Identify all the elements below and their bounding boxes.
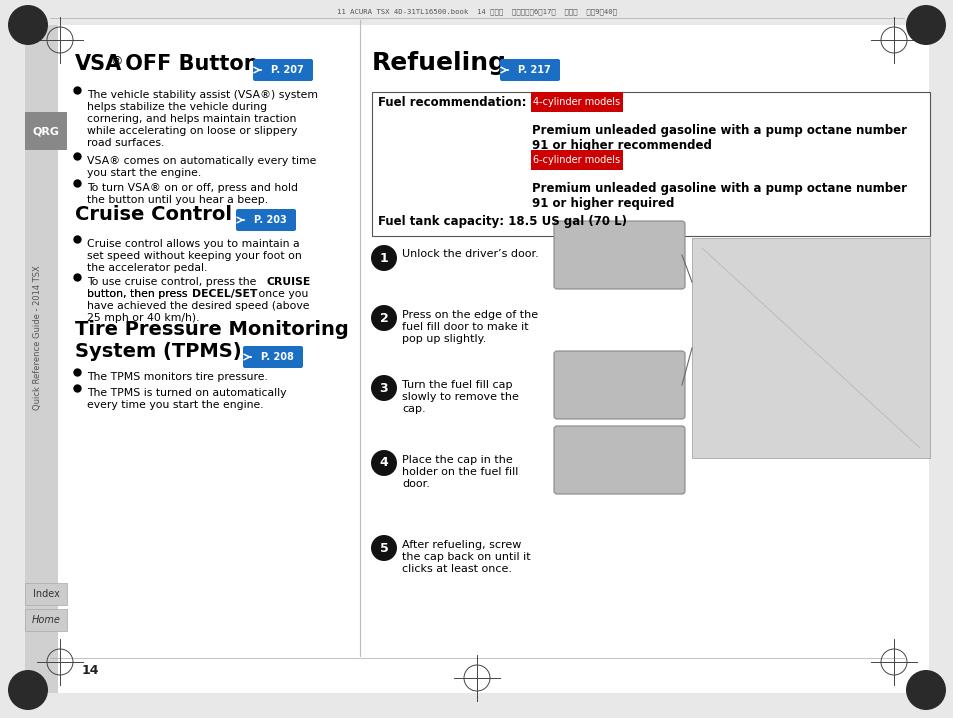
FancyBboxPatch shape — [554, 221, 684, 289]
FancyBboxPatch shape — [243, 346, 303, 368]
Text: holder on the fuel fill: holder on the fuel fill — [401, 467, 517, 477]
FancyBboxPatch shape — [25, 609, 67, 631]
Text: every time you start the engine.: every time you start the engine. — [87, 400, 263, 410]
FancyBboxPatch shape — [235, 209, 295, 231]
Text: set speed without keeping your foot on: set speed without keeping your foot on — [87, 251, 301, 261]
Text: once you: once you — [254, 289, 308, 299]
Text: 6-cylinder models: 6-cylinder models — [533, 155, 619, 165]
Text: 2: 2 — [379, 312, 388, 325]
Text: Tire Pressure Monitoring: Tire Pressure Monitoring — [75, 320, 349, 339]
Text: slowly to remove the: slowly to remove the — [401, 392, 518, 402]
Text: the accelerator pedal.: the accelerator pedal. — [87, 263, 207, 273]
Circle shape — [371, 245, 396, 271]
Circle shape — [371, 535, 396, 561]
FancyBboxPatch shape — [25, 25, 58, 693]
Text: The TPMS monitors tire pressure.: The TPMS monitors tire pressure. — [87, 372, 268, 382]
Text: Place the cap in the: Place the cap in the — [401, 455, 512, 465]
Text: The TPMS is turned on automatically: The TPMS is turned on automatically — [87, 388, 286, 398]
Text: After refueling, screw: After refueling, screw — [401, 540, 521, 550]
Text: VSA® comes on automatically every time: VSA® comes on automatically every time — [87, 156, 316, 166]
Circle shape — [8, 5, 48, 45]
Text: 4-cylinder models: 4-cylinder models — [533, 97, 619, 107]
Circle shape — [371, 305, 396, 331]
Text: 4: 4 — [379, 457, 388, 470]
Text: you start the engine.: you start the engine. — [87, 168, 201, 178]
Text: 3: 3 — [379, 381, 388, 394]
Text: door.: door. — [401, 479, 430, 489]
Text: ®: ® — [110, 55, 122, 68]
Text: clicks at least once.: clicks at least once. — [401, 564, 512, 574]
Text: while accelerating on loose or slippery: while accelerating on loose or slippery — [87, 126, 297, 136]
Text: P. 203: P. 203 — [253, 215, 286, 225]
Text: The vehicle stability assist (VSA®) system: The vehicle stability assist (VSA®) syst… — [87, 90, 317, 100]
Text: Home: Home — [31, 615, 60, 625]
Text: Press on the edge of the: Press on the edge of the — [401, 310, 537, 320]
FancyBboxPatch shape — [25, 25, 928, 693]
Text: have achieved the desired speed (above: have achieved the desired speed (above — [87, 301, 309, 311]
Text: 14: 14 — [82, 663, 99, 676]
FancyBboxPatch shape — [372, 92, 929, 236]
Text: Turn the fuel fill cap: Turn the fuel fill cap — [401, 380, 512, 390]
Text: button, then press: button, then press — [87, 289, 191, 299]
FancyBboxPatch shape — [25, 583, 67, 605]
Text: Unlock the driver’s door.: Unlock the driver’s door. — [401, 249, 538, 259]
Text: P. 217: P. 217 — [517, 65, 550, 75]
Text: Premium unleaded gasoline with a pump octane number: Premium unleaded gasoline with a pump oc… — [532, 124, 906, 137]
Text: cap.: cap. — [401, 404, 425, 414]
Text: P. 207: P. 207 — [271, 65, 303, 75]
Text: Fuel tank capacity: 18.5 US gal (70 L): Fuel tank capacity: 18.5 US gal (70 L) — [377, 215, 626, 228]
Text: button, then press: button, then press — [87, 289, 191, 299]
FancyBboxPatch shape — [554, 426, 684, 494]
Text: To use cruise control, press the: To use cruise control, press the — [87, 277, 259, 287]
Text: VSA: VSA — [75, 54, 122, 74]
Text: To turn VSA® on or off, press and hold: To turn VSA® on or off, press and hold — [87, 183, 297, 193]
FancyBboxPatch shape — [554, 351, 684, 419]
Text: Quick Reference Guide - 2014 TSX: Quick Reference Guide - 2014 TSX — [33, 266, 43, 411]
Text: 11 ACURA TSX 4D-31TL16500.book  14 ページ  ２０１３年6月17日  月曜日  午前9時40分: 11 ACURA TSX 4D-31TL16500.book 14 ページ ２０… — [336, 9, 617, 15]
Circle shape — [8, 670, 48, 710]
Text: pop up slightly.: pop up slightly. — [401, 334, 486, 344]
Text: OFF Button: OFF Button — [118, 54, 258, 74]
Circle shape — [371, 450, 396, 476]
Text: fuel fill door to make it: fuel fill door to make it — [401, 322, 528, 332]
Text: the cap back on until it: the cap back on until it — [401, 552, 530, 562]
Circle shape — [905, 670, 945, 710]
Text: Index: Index — [32, 589, 59, 599]
Text: Cruise Control: Cruise Control — [75, 205, 232, 224]
FancyBboxPatch shape — [499, 59, 559, 81]
FancyBboxPatch shape — [531, 92, 622, 112]
Text: helps stabilize the vehicle during: helps stabilize the vehicle during — [87, 102, 267, 112]
Text: the button until you hear a beep.: the button until you hear a beep. — [87, 195, 268, 205]
Circle shape — [371, 375, 396, 401]
Text: 5: 5 — [379, 541, 388, 554]
Text: P. 208: P. 208 — [260, 352, 294, 362]
FancyBboxPatch shape — [25, 112, 67, 150]
Text: 91 or higher required: 91 or higher required — [532, 197, 674, 210]
Text: 25 mph or 40 km/h).: 25 mph or 40 km/h). — [87, 313, 199, 323]
Text: 91 or higher recommended: 91 or higher recommended — [532, 139, 711, 152]
FancyBboxPatch shape — [691, 238, 929, 458]
Text: Fuel recommendation:: Fuel recommendation: — [377, 95, 526, 108]
Text: cornering, and helps maintain traction: cornering, and helps maintain traction — [87, 114, 296, 124]
Text: DECEL/SET: DECEL/SET — [192, 289, 257, 299]
Text: Premium unleaded gasoline with a pump octane number: Premium unleaded gasoline with a pump oc… — [532, 182, 906, 195]
FancyBboxPatch shape — [531, 150, 622, 170]
Text: CRUISE: CRUISE — [267, 277, 311, 287]
Text: road surfaces.: road surfaces. — [87, 138, 164, 148]
Circle shape — [905, 5, 945, 45]
FancyBboxPatch shape — [253, 59, 313, 81]
Text: 1: 1 — [379, 251, 388, 264]
Text: Cruise control allows you to maintain a: Cruise control allows you to maintain a — [87, 239, 299, 249]
Text: QRG: QRG — [32, 126, 59, 136]
Text: Refueling: Refueling — [372, 51, 506, 75]
Text: System (TPMS): System (TPMS) — [75, 342, 241, 361]
